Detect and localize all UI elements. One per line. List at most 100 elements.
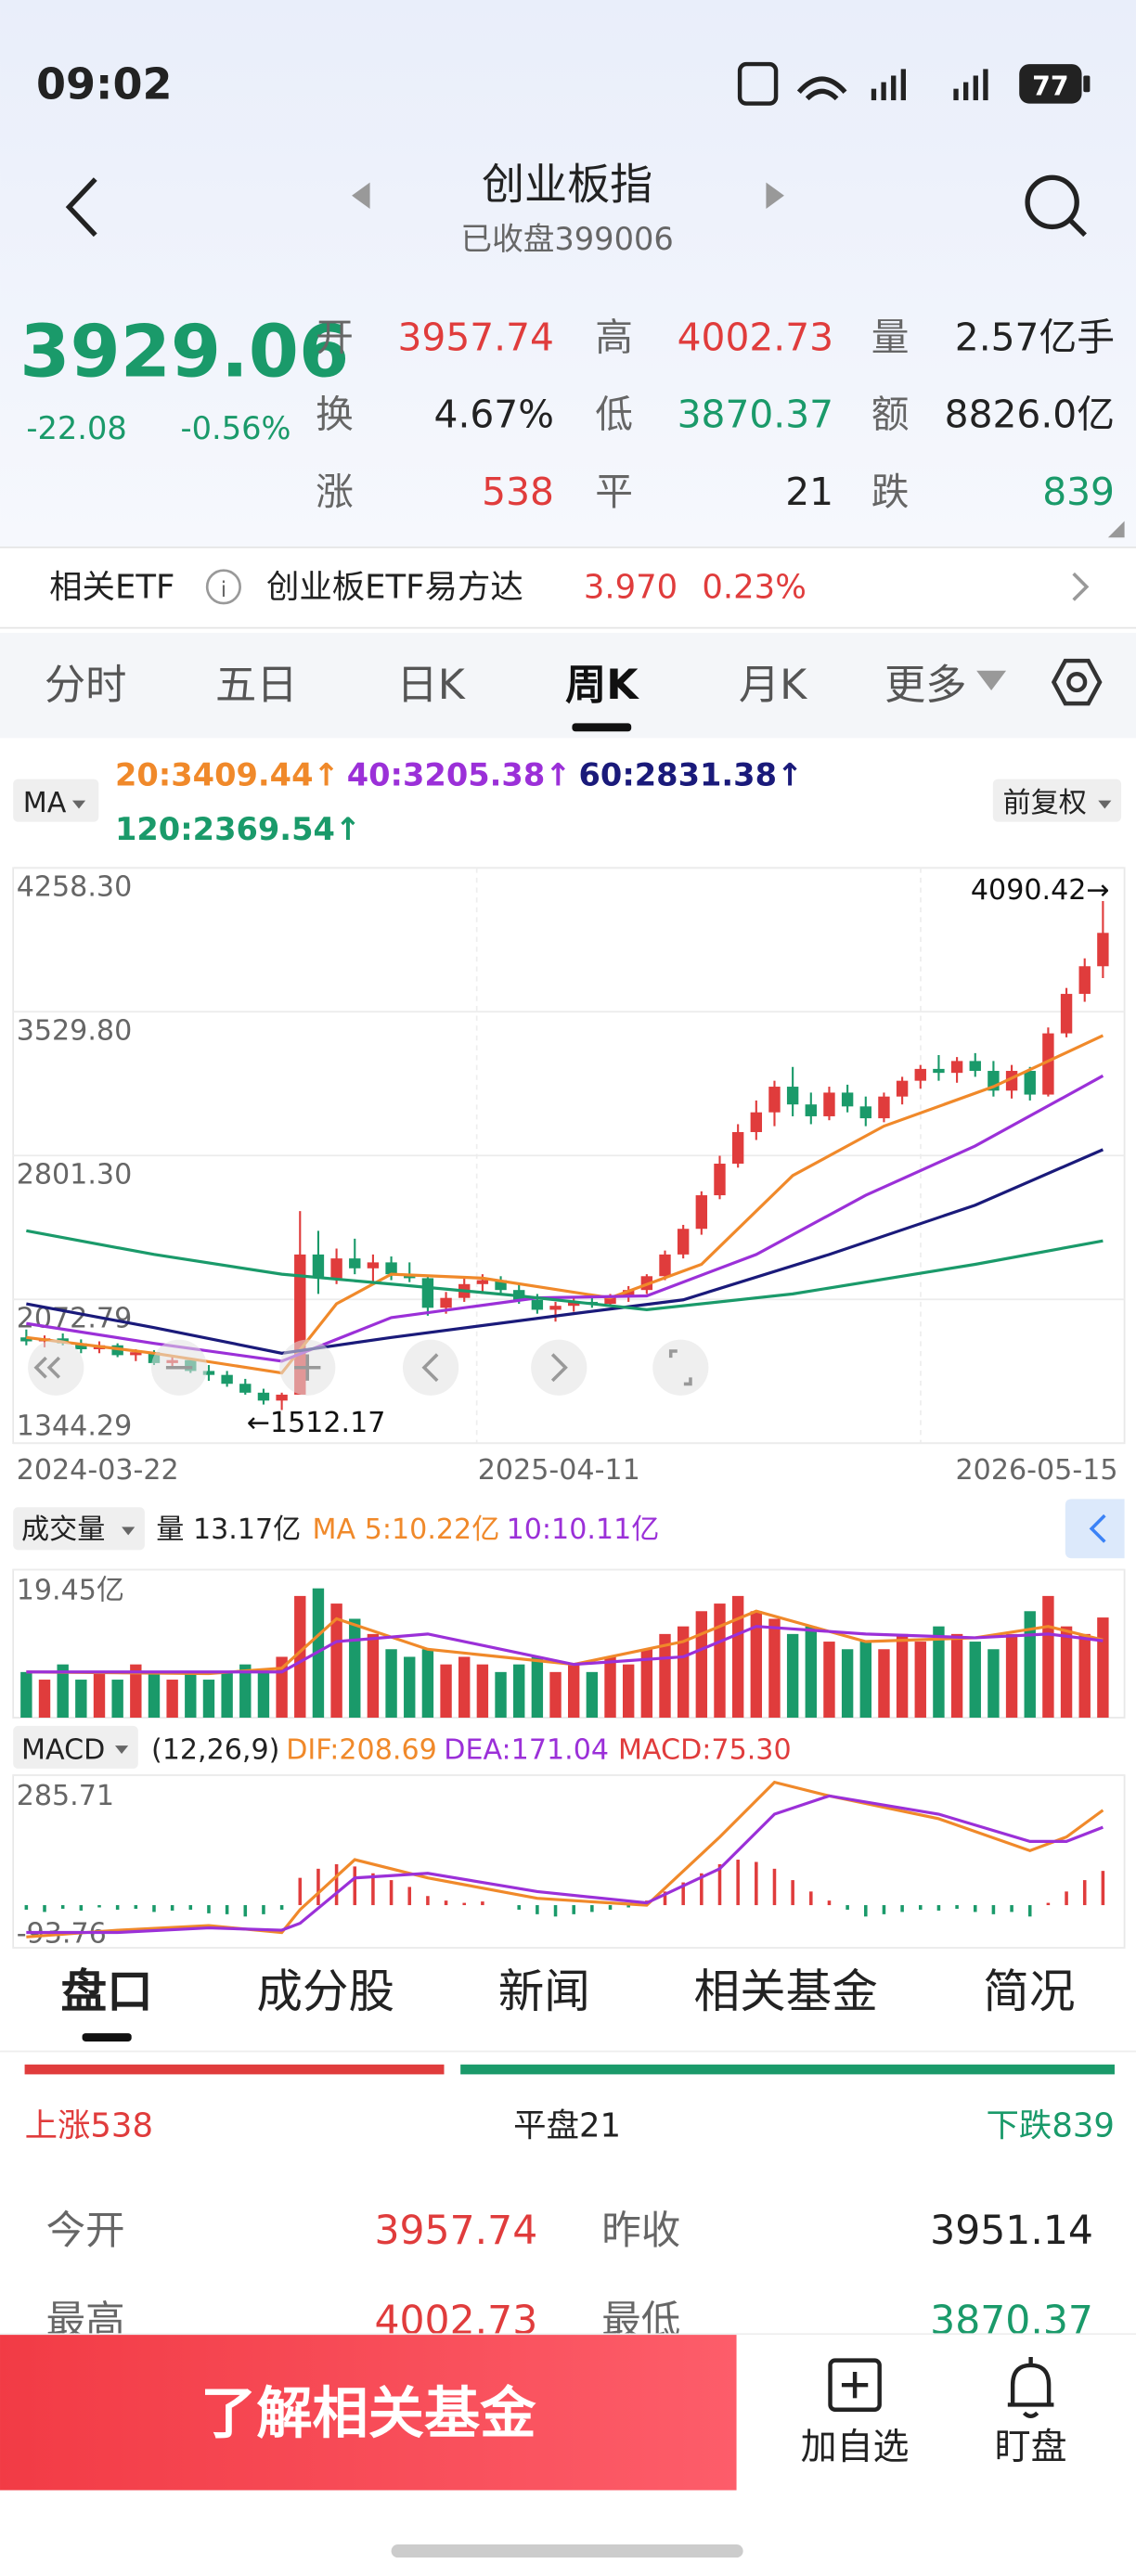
- macd-bar: [1010, 1905, 1013, 1913]
- volume-bar: [93, 1671, 106, 1719]
- y-tick-label: 1344.29: [17, 1410, 133, 1442]
- detail-tab[interactable]: 成分股: [256, 1964, 394, 2018]
- zoom-control[interactable]: [402, 1339, 459, 1396]
- detail-tab[interactable]: 简况: [983, 1964, 1075, 2018]
- prev-index[interactable]: [352, 182, 370, 209]
- side-tab[interactable]: [1065, 1499, 1125, 1559]
- fund-button-label[interactable]: 了解相关基金: [200, 2382, 536, 2447]
- candle-body: [1042, 1033, 1054, 1095]
- macd-bar: [407, 1887, 412, 1906]
- macd-legend: DIF:208.69: [286, 1733, 437, 1766]
- ma-line: [26, 1074, 1104, 1363]
- candle-body: [750, 1112, 763, 1132]
- volume-bar: [1042, 1595, 1054, 1719]
- x-label: 2026-05-15: [956, 1454, 1118, 1487]
- etf-arrow[interactable]: [1072, 572, 1090, 601]
- volume-bar: [549, 1671, 562, 1719]
- volume-bar: [513, 1664, 525, 1719]
- volume-bar: [950, 1633, 963, 1719]
- alert-label[interactable]: 盯盘: [995, 2427, 1067, 2468]
- macd-bar: [1082, 1880, 1087, 1906]
- volume-bar: [805, 1626, 817, 1719]
- volume-bar: [786, 1633, 799, 1719]
- period-tab[interactable]: 日K: [396, 662, 465, 709]
- y-tick-label: 19.45亿: [17, 1574, 124, 1606]
- volume-bar: [622, 1664, 635, 1719]
- macd-bar: [755, 1861, 758, 1906]
- period-tab[interactable]: 周K: [565, 662, 639, 709]
- volume-bar: [148, 1671, 161, 1719]
- period-tab[interactable]: 五日: [215, 662, 298, 709]
- volume-bar: [823, 1642, 835, 1719]
- ma-legend: 20:3409.44↑: [115, 757, 340, 793]
- stat-label: 高: [595, 315, 633, 359]
- macd-bar: [462, 1902, 467, 1906]
- macd-bar: [1065, 1891, 1068, 1906]
- volume-bar: [1078, 1633, 1091, 1719]
- macd-bar: [882, 1905, 886, 1914]
- volume-bar: [294, 1595, 306, 1719]
- period-tab[interactable]: 更多: [884, 662, 967, 709]
- volume-bar: [239, 1664, 252, 1719]
- candle-body: [568, 1301, 580, 1307]
- period-tab[interactable]: 月K: [739, 662, 807, 709]
- volume-bar: [714, 1604, 726, 1719]
- candle-body: [75, 1343, 87, 1350]
- macd-bar: [115, 1905, 120, 1910]
- alert-icon[interactable]: [1007, 2357, 1054, 2419]
- zoom-control[interactable]: [652, 1339, 709, 1396]
- next-index[interactable]: [766, 182, 784, 209]
- volume-bar: [859, 1642, 871, 1719]
- back-button[interactable]: [65, 177, 97, 238]
- candle-body: [768, 1087, 781, 1113]
- stat-label: 开: [316, 315, 354, 359]
- macd-bar: [207, 1905, 211, 1913]
- candle-body: [239, 1384, 252, 1393]
- volume-bar: [476, 1664, 489, 1719]
- macd-select[interactable]: [13, 1725, 138, 1769]
- dropdown-caret: [115, 1745, 129, 1754]
- macd-bar: [772, 1868, 777, 1906]
- macd-bar: [864, 1905, 868, 1917]
- period-tab[interactable]: 分时: [45, 662, 127, 709]
- detail-tab[interactable]: 盘口: [61, 1964, 153, 2018]
- macd-bar: [536, 1905, 539, 1914]
- breadth-up-text-label: 上涨: [25, 2107, 91, 2145]
- candle-body: [622, 1290, 635, 1296]
- detail-tab[interactable]: 相关基金: [694, 1964, 878, 2018]
- volume-select[interactable]: [13, 1507, 145, 1551]
- volume-bar: [878, 1649, 890, 1719]
- y-tick-label: 2801.30: [17, 1158, 133, 1191]
- volume-bar: [586, 1671, 599, 1719]
- indicator-select[interactable]: [13, 779, 99, 822]
- macd-bar: [827, 1900, 832, 1906]
- macd-bar: [298, 1877, 303, 1906]
- detail-tab[interactable]: 新闻: [498, 1964, 590, 2018]
- add-watch-label[interactable]: 加自选: [801, 2427, 910, 2468]
- macd-legend: MACD:75.30: [618, 1733, 792, 1766]
- battery-level: 77: [1032, 71, 1068, 102]
- fund-button[interactable]: [0, 2334, 737, 2491]
- breadth-down: [460, 2064, 1115, 2075]
- stat-label: 额: [871, 393, 910, 437]
- volume-bar: [841, 1649, 854, 1719]
- etf-name[interactable]: 创业板ETF易方达: [266, 569, 523, 607]
- ma-line: [26, 1034, 1104, 1375]
- candle-body: [805, 1104, 817, 1116]
- macd-bar: [681, 1882, 685, 1906]
- volume-bar: [130, 1664, 142, 1719]
- volume-bar: [38, 1680, 51, 1719]
- search-button[interactable]: [1025, 174, 1087, 238]
- macd-bar: [572, 1905, 575, 1914]
- stat-value: 8826.0亿: [945, 393, 1115, 437]
- change-pct: -0.56%: [181, 410, 291, 446]
- settings-button[interactable]: [1051, 658, 1103, 706]
- adjust-select[interactable]: [992, 779, 1122, 822]
- add-watch-icon[interactable]: [828, 2358, 882, 2412]
- macd-bar: [736, 1860, 740, 1906]
- stat-value: 3957.74: [397, 315, 553, 359]
- zoom-control[interactable]: [531, 1339, 587, 1396]
- quote-value: 3951.14: [930, 2209, 1093, 2254]
- zoom-control[interactable]: [28, 1339, 84, 1396]
